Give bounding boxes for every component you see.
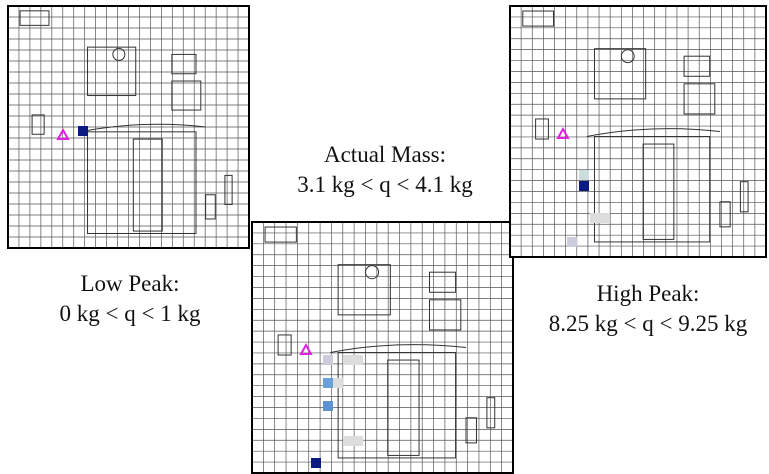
cell-peak (311, 458, 321, 468)
cell-light (333, 378, 343, 388)
cell-mid (323, 378, 333, 388)
cell-light (590, 213, 610, 223)
cell-mid (323, 401, 333, 411)
panel-title: Actual Mass: (324, 142, 446, 167)
cell-light (343, 355, 363, 365)
panel-range: 0 kg < q < 1 kg (60, 301, 201, 326)
panel-title: Low Peak: (80, 271, 179, 296)
cell-peak (78, 126, 88, 136)
panel-title: High Peak: (597, 281, 700, 306)
floor-plan (510, 6, 766, 257)
cell-light (323, 355, 333, 365)
panel-range: 3.1 kg < q < 4.1 kg (297, 172, 473, 197)
figure: Low Peak: 0 kg < q < 1 kg Actual Mass: 3… (0, 0, 769, 474)
floor-plan (252, 222, 513, 473)
cell-light (343, 436, 363, 446)
floor-plans (8, 6, 766, 473)
cell-light (567, 237, 577, 247)
cell-peak (579, 181, 589, 191)
panel-range: 8.25 kg < q < 9.25 kg (549, 311, 748, 336)
floor-plan (8, 6, 249, 248)
cell-light (579, 170, 589, 180)
